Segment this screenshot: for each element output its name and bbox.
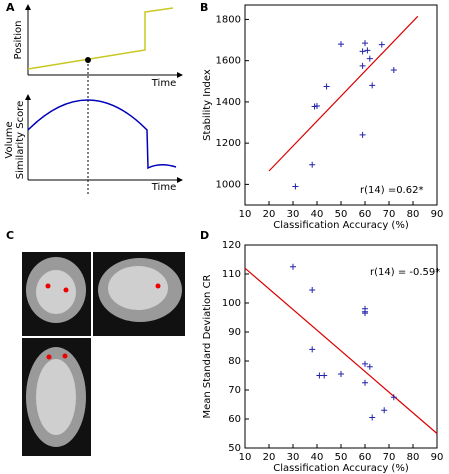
x-tick-label: 10	[239, 452, 252, 463]
y-tick-label: 70	[228, 385, 241, 396]
x-tick-label: 70	[383, 452, 396, 463]
axis-label: Volume	[4, 121, 15, 158]
y-tick-label: 90	[228, 327, 241, 338]
y-tick-label: 120	[222, 240, 241, 251]
y-tick-label: 1200	[216, 138, 241, 149]
y-tick-label: 110	[222, 269, 241, 280]
y-tick-label: 80	[228, 356, 241, 367]
axis-label: Similarity Score	[15, 101, 26, 179]
plot-frame	[244, 4, 438, 206]
y-tick-label: 1600	[216, 56, 241, 67]
x-tick-label: 40	[311, 209, 324, 220]
schematic	[25, 4, 183, 196]
axis-label: Time	[151, 182, 176, 193]
y-tick-label: 100	[222, 298, 241, 309]
x-axis-label: Classification Accuracy (%)	[273, 463, 409, 474]
point	[366, 363, 373, 370]
point	[364, 47, 371, 54]
point	[338, 371, 344, 378]
point	[338, 41, 344, 48]
y-tick-label: 1400	[216, 97, 241, 108]
y-tick-label: 1000	[216, 179, 241, 190]
point	[314, 103, 320, 110]
annotation: r(14) =0.62*	[360, 185, 423, 196]
panel-label: B	[200, 1, 208, 14]
panel-label: D	[200, 229, 209, 242]
point	[381, 407, 388, 414]
point	[309, 346, 316, 353]
x-tick-label: 60	[359, 452, 372, 463]
point	[359, 131, 366, 138]
x-tick-label: 30	[287, 209, 300, 220]
x-axis-label: Classification Accuracy (%)	[273, 220, 409, 231]
point	[366, 55, 373, 62]
fit-line	[244, 267, 438, 434]
x-tick-label: 80	[407, 452, 420, 463]
point	[359, 62, 366, 69]
y-tick-label: 1800	[216, 14, 241, 25]
x-tick-label: 20	[263, 452, 276, 463]
panel-label: A	[6, 1, 15, 14]
y-axis-label: Mean Standard Deviation CR	[202, 274, 213, 418]
point	[309, 161, 316, 168]
panel-label: C	[6, 229, 14, 242]
point	[390, 394, 397, 401]
point	[378, 41, 385, 48]
x-tick-label: 30	[287, 452, 300, 463]
axis-label: Position	[13, 21, 24, 60]
point	[369, 414, 376, 421]
x-tick-label: 50	[335, 452, 348, 463]
axis-label: Time	[151, 78, 176, 89]
point	[390, 66, 397, 73]
fit-line	[268, 15, 419, 172]
x-tick-label: 90	[431, 452, 444, 463]
y-tick-label: 50	[228, 443, 241, 454]
point	[309, 286, 316, 293]
x-tick-label: 50	[335, 209, 348, 220]
point	[321, 372, 328, 379]
point	[359, 48, 366, 55]
point	[292, 183, 299, 190]
x-tick-label: 80	[407, 209, 420, 220]
point	[323, 83, 330, 90]
y-tick-label: 60	[228, 414, 241, 425]
y-axis-label: Stability Index	[202, 69, 213, 141]
x-tick-label: 90	[431, 209, 444, 220]
point	[369, 82, 376, 89]
annotation: r(14) = -0.59*	[370, 267, 440, 278]
x-tick-label: 40	[311, 452, 324, 463]
point	[290, 263, 296, 270]
x-tick-label: 60	[359, 209, 372, 220]
point	[362, 310, 368, 317]
brain-images	[22, 252, 185, 456]
x-tick-label: 20	[263, 209, 276, 220]
point	[362, 379, 368, 386]
point	[362, 40, 368, 47]
x-tick-label: 10	[239, 209, 252, 220]
x-tick-label: 70	[383, 209, 396, 220]
point	[362, 360, 368, 367]
